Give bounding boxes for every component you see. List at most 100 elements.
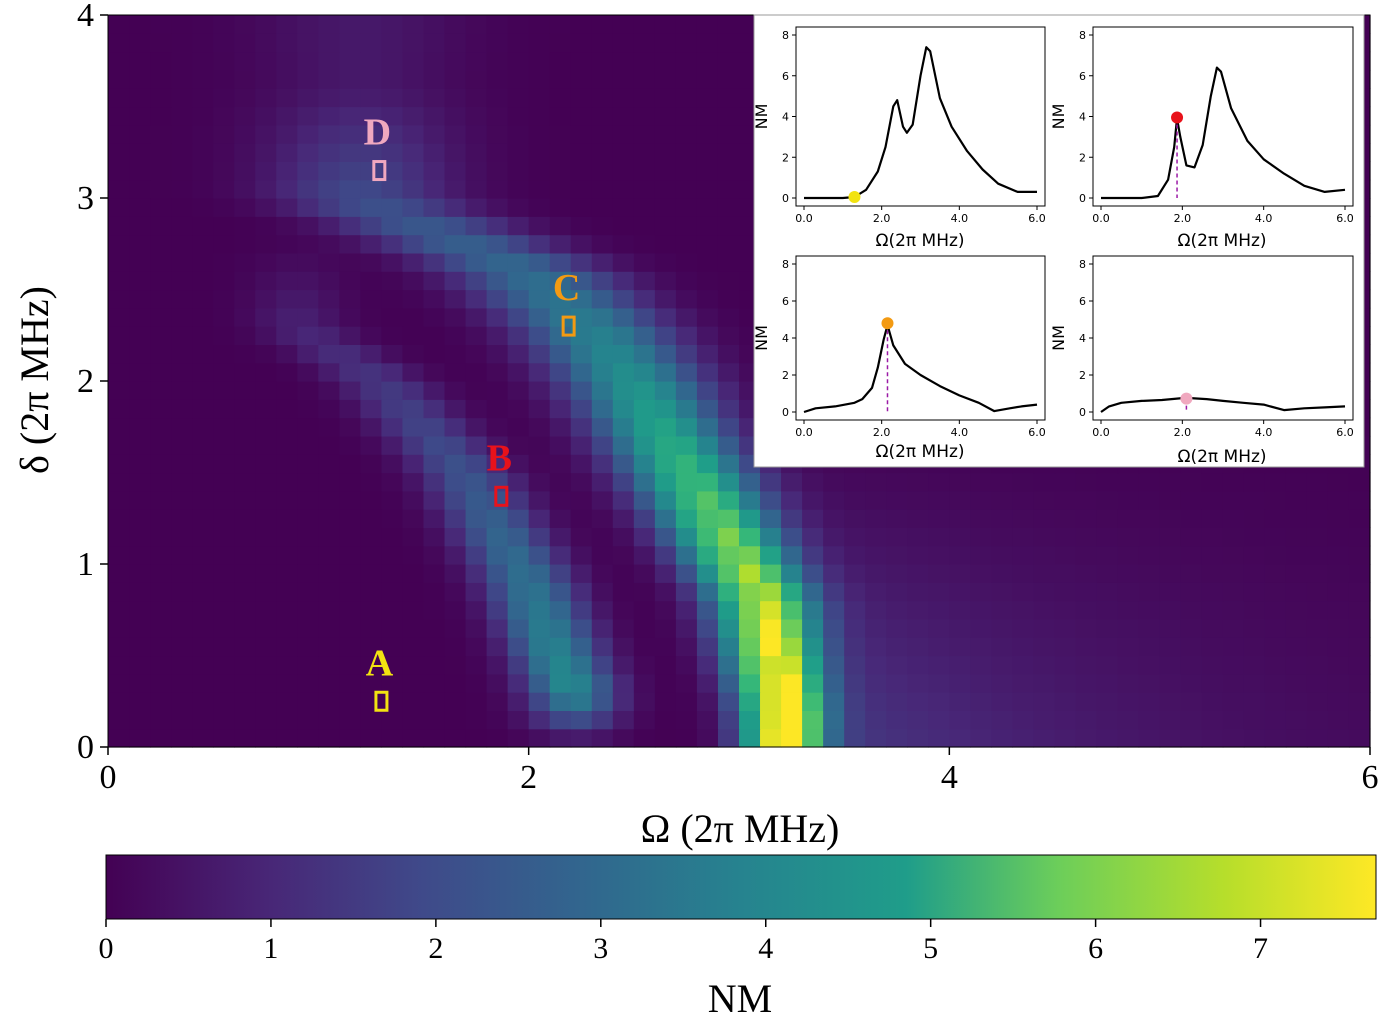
heatmap-cell bbox=[1222, 509, 1245, 528]
heatmap-cell bbox=[1327, 710, 1350, 730]
heatmap-cell bbox=[423, 307, 446, 327]
heatmap-cell bbox=[444, 362, 467, 382]
heatmap-cell bbox=[444, 692, 467, 711]
heatmap-cell bbox=[717, 600, 740, 620]
heatmap-cell bbox=[423, 692, 446, 711]
heatmap-cell bbox=[739, 545, 761, 565]
heatmap-cell bbox=[1327, 637, 1350, 657]
heatmap-cell bbox=[907, 692, 929, 711]
heatmap-cell bbox=[528, 454, 551, 474]
heatmap-cell bbox=[129, 637, 151, 657]
heatmap-cell bbox=[150, 216, 172, 236]
heatmap-cell bbox=[907, 509, 929, 528]
heatmap-cell bbox=[192, 88, 214, 108]
heatmap-cell bbox=[781, 545, 803, 565]
heatmap-cell bbox=[486, 381, 509, 400]
heatmap-cell bbox=[654, 69, 677, 89]
heatmap-cell bbox=[381, 564, 404, 583]
heatmap-cell bbox=[423, 710, 446, 730]
heatmap-cell bbox=[255, 307, 277, 327]
heatmap-cell bbox=[654, 545, 677, 565]
heatmap-cell bbox=[1264, 472, 1287, 492]
heatmap-cell bbox=[549, 271, 572, 291]
inset-y-tick-label: 8 bbox=[1079, 258, 1086, 271]
heatmap-cell bbox=[234, 344, 256, 364]
heatmap-cell bbox=[129, 509, 151, 528]
heatmap-cell bbox=[150, 381, 172, 400]
heatmap-cell bbox=[192, 179, 214, 199]
heatmap-cell bbox=[1264, 509, 1287, 528]
heatmap-cell bbox=[465, 33, 488, 53]
heatmap-cell bbox=[949, 655, 971, 675]
heatmap-cell bbox=[360, 472, 383, 492]
heatmap-cell bbox=[528, 417, 551, 437]
heatmap-cell bbox=[339, 673, 361, 693]
heatmap-cell bbox=[1180, 527, 1203, 547]
heatmap-cell bbox=[486, 417, 509, 437]
heatmap-cell bbox=[528, 271, 551, 291]
heatmap-cell bbox=[570, 435, 593, 455]
heatmap-cell bbox=[1117, 637, 1140, 657]
heatmap-cell bbox=[381, 618, 404, 638]
heatmap-cell bbox=[591, 618, 614, 638]
heatmap-cell bbox=[928, 527, 950, 547]
heatmap-cell bbox=[1306, 710, 1329, 730]
heatmap-cell bbox=[402, 271, 425, 291]
heatmap-cell bbox=[213, 435, 235, 455]
heatmap-cell bbox=[1243, 710, 1266, 730]
heatmap-cell bbox=[318, 655, 340, 675]
heatmap-cell bbox=[1327, 472, 1350, 492]
heatmap-cell bbox=[612, 69, 635, 89]
heatmap-cell bbox=[717, 124, 740, 144]
colorbar-tick-label: 6 bbox=[1088, 932, 1103, 965]
heatmap-cell bbox=[150, 124, 172, 144]
heatmap-cell bbox=[192, 509, 214, 528]
heatmap-cell bbox=[255, 124, 277, 144]
heatmap-cell bbox=[1201, 618, 1224, 638]
heatmap-cell bbox=[444, 326, 467, 345]
heatmap-cell bbox=[549, 417, 572, 437]
heatmap-cell bbox=[1222, 564, 1245, 583]
heatmap-cell bbox=[171, 472, 193, 492]
heatmap-cell bbox=[675, 51, 698, 71]
heatmap-cell bbox=[907, 545, 929, 565]
heatmap-cell bbox=[465, 143, 488, 162]
heatmap-cell bbox=[402, 51, 425, 71]
heatmap-cell bbox=[865, 582, 887, 602]
heatmap-cell bbox=[1138, 472, 1161, 492]
heatmap-cell bbox=[507, 216, 530, 236]
heatmap-cell bbox=[339, 161, 361, 181]
heatmap-cell bbox=[633, 88, 656, 108]
heatmap-cell bbox=[423, 252, 446, 272]
heatmap-cell bbox=[297, 106, 319, 126]
heatmap-cell bbox=[339, 289, 361, 309]
heatmap-cell bbox=[907, 655, 929, 675]
heatmap-cell bbox=[465, 655, 488, 675]
heatmap-cell bbox=[339, 307, 361, 327]
heatmap-cell bbox=[171, 106, 193, 126]
heatmap-cell bbox=[234, 15, 256, 34]
heatmap-cell bbox=[1264, 710, 1287, 730]
heatmap-cell bbox=[507, 381, 530, 400]
heatmap-cell bbox=[465, 51, 488, 71]
heatmap-cell bbox=[129, 472, 151, 492]
heatmap-cell bbox=[1264, 673, 1287, 693]
heatmap-cell bbox=[612, 161, 635, 181]
heatmap-cell bbox=[1054, 692, 1077, 711]
heatmap-cell bbox=[928, 673, 950, 693]
heatmap-cell bbox=[276, 143, 298, 162]
heatmap-cell bbox=[150, 655, 172, 675]
heatmap-cell bbox=[360, 143, 383, 162]
heatmap-cell bbox=[108, 417, 130, 437]
heatmap-cell bbox=[318, 637, 340, 657]
heatmap-cell bbox=[696, 143, 719, 162]
heatmap-cell bbox=[612, 344, 635, 364]
heatmap-cell bbox=[591, 15, 614, 34]
marker-label-c: C bbox=[553, 267, 580, 309]
heatmap-cell bbox=[1117, 618, 1140, 638]
heatmap-cell bbox=[486, 161, 509, 181]
heatmap-cell bbox=[360, 69, 383, 89]
heatmap-cell bbox=[486, 252, 509, 272]
inset-x-tick-label: 0.0 bbox=[795, 426, 813, 439]
